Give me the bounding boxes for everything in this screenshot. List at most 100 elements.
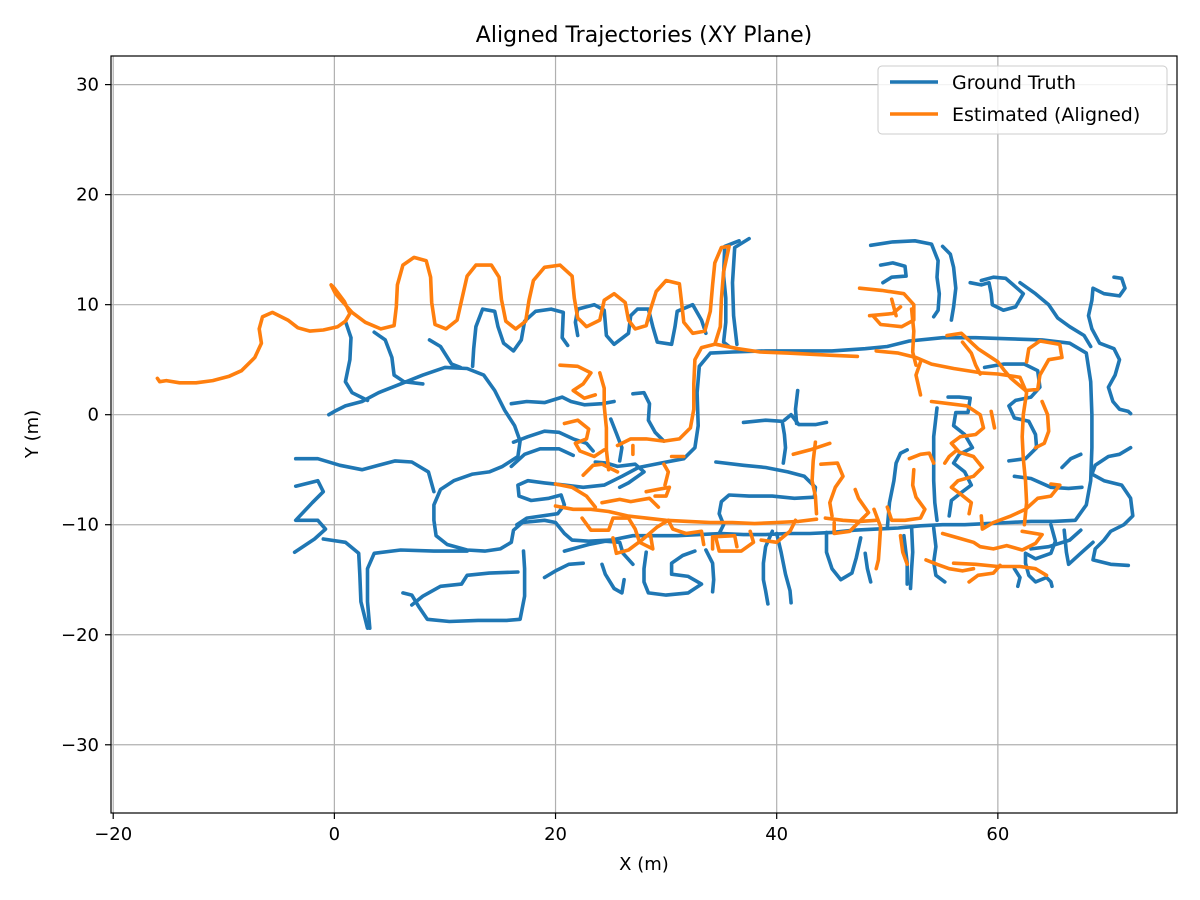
estimated-line-8 [960,340,982,376]
ground-truth-line-38 [946,395,975,518]
estimated-line-17 [885,467,927,523]
estimated-line-0 [155,244,731,448]
y-tick-label: −20 [61,625,99,646]
estimated-line-5 [909,307,918,367]
ground-truth-line-15 [741,418,788,465]
estimated-line-36 [558,363,598,400]
ground-truth-line-2 [292,478,328,554]
estimated-line-9 [929,399,986,516]
ground-truth-line-6 [410,570,520,607]
ground-truth-line-7 [343,319,370,403]
estimated-line-21 [819,461,845,518]
axis-ticks: −20 0 20 40 60 −30 −20 −10 0 10 20 30 [61,75,1009,845]
series-estimated [155,244,1064,584]
y-tick-label: 0 [88,405,99,426]
y-tick-label: −10 [61,515,99,536]
estimated-line-4 [867,305,903,318]
estimated-line-29 [611,518,706,556]
legend-box [877,65,1168,135]
ground-truth-line-43 [1023,522,1058,589]
x-tick-label: 60 [986,824,1009,845]
ground-truth-line-51 [609,417,624,463]
ground-truth-line-13 [730,236,751,347]
ground-truth-line-46 [1062,528,1095,567]
ground-truth-line-17 [793,388,800,426]
estimated-line-23 [791,441,832,457]
ground-truth-line-3 [365,548,469,630]
estimated-line-33 [644,485,672,498]
ground-truth-line-14 [714,460,818,538]
ground-truth-line-23 [642,549,704,597]
ground-truth-line-49 [509,395,616,407]
estimated-line-24 [832,487,871,536]
ground-truth-line-39 [931,406,939,523]
ground-truth-line-24 [704,548,716,594]
estimated-line-2 [874,349,1029,527]
ground-truth-line-36 [1086,275,1133,416]
ground-truth-line-22 [542,561,585,580]
estimated-line-42 [914,360,923,397]
estimated-line-1 [714,342,860,359]
legend: Ground Truth Estimated (Aligned) [877,65,1168,135]
x-tick-label: 0 [329,824,340,845]
y-tick-label: 30 [76,75,99,96]
estimated-line-10 [943,449,958,465]
ground-truth-line-45 [1029,528,1083,551]
ground-truth-line-8 [372,330,425,386]
ground-truth-line-9 [427,338,463,370]
estimated-line-16 [872,507,883,571]
ground-truth-line-19 [774,531,793,605]
ground-truth-line-11 [573,302,708,347]
ground-truth-line-4 [321,537,370,630]
ground-truth-line-16 [782,412,829,427]
x-tick-label: 20 [544,824,567,845]
series-ground-truth [292,236,1135,630]
legend-label-ground-truth: Ground Truth [952,72,1076,94]
estimated-line-43 [989,409,997,430]
x-tick-label: −20 [94,824,132,845]
ground-truth-line-44 [1012,566,1022,589]
ground-truth-line-48 [509,447,575,469]
estimated-line-26 [553,482,598,509]
estimated-line-25 [553,504,819,526]
estimated-line-3 [857,286,916,329]
ground-truth-line-0 [327,335,1094,553]
x-tick-label: 40 [765,824,788,845]
estimated-line-27 [580,516,655,551]
ground-truth-line-34 [968,275,1026,312]
ground-truth-line-42 [1090,445,1135,568]
estimated-line-38 [598,371,611,472]
ground-truth-line-50 [631,390,666,443]
series-layer [155,236,1135,630]
legend-label-estimated: Estimated (Aligned) [952,104,1140,126]
estimated-line-12 [967,563,1002,584]
estimated-line-6 [945,331,1064,393]
estimated-line-15 [979,482,1062,531]
estimated-line-11 [951,561,1049,578]
ground-truth-line-26 [863,551,873,584]
ground-truth-line-32 [940,244,958,322]
ground-truth-line-25 [824,530,863,582]
estimated-line-20 [823,516,878,524]
grid [111,56,1177,813]
estimated-line-39 [581,462,620,477]
ground-truth-line-41 [1060,452,1083,470]
ground-truth-line-35 [1018,280,1093,349]
estimated-line-31 [710,533,739,551]
y-tick-label: 10 [76,295,99,316]
estimated-line-32 [759,518,798,545]
ground-truth-line-18 [761,529,775,606]
ground-truth-line-10 [470,307,570,369]
estimated-line-7 [1033,399,1051,450]
estimated-line-37 [562,418,606,459]
estimated-line-19 [898,533,909,567]
ground-truth-line-1 [293,456,436,494]
chart-title: Aligned Trajectories (XY Plane) [476,23,812,48]
ground-truth-line-31 [868,239,942,319]
ground-truth-line-33 [878,261,908,285]
y-tick-label: −30 [61,735,99,756]
estimated-line-41 [889,297,898,318]
estimated-line-30 [714,529,756,553]
